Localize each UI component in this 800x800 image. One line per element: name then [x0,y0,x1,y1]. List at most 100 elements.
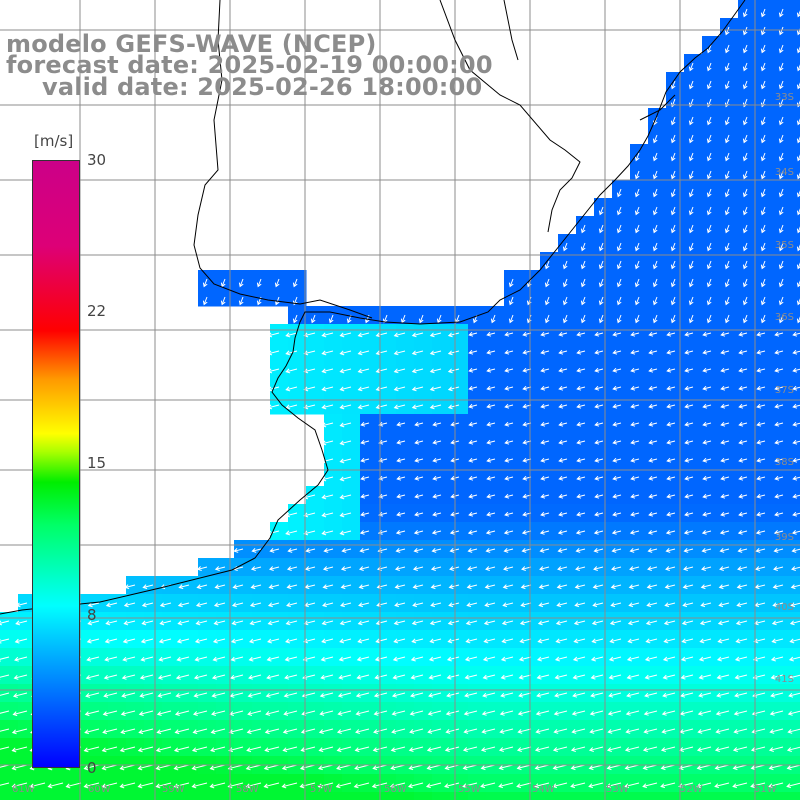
wind-speed-cell [288,342,307,361]
wind-arrow [504,349,514,355]
wind-arrow [742,62,748,72]
wind-speed-cell [306,630,325,649]
wind-arrow [486,421,496,427]
wind-speed-cell [702,558,721,577]
wind-speed-cell [108,684,127,703]
wind-arrow [447,386,460,392]
wind-arrow [137,746,154,753]
wind-arrow [284,656,298,662]
wind-speed-cell [180,702,199,721]
wind-speed-cell [324,324,343,343]
wind-arrow [447,620,460,626]
wind-arrow [504,331,514,337]
wind-speed-cell [684,720,703,739]
wind-arrow [445,710,460,716]
wind-speed-cell [612,648,631,667]
wind-arrow [760,278,766,288]
wind-speed-cell [630,684,649,703]
wind-speed-cell [792,558,800,577]
wind-arrow [706,242,712,252]
wind-arrow [517,710,532,716]
wind-speed-cell [378,774,397,793]
wind-arrow [576,439,586,445]
wind-speed-cell [558,666,577,685]
wind-arrow [102,728,118,735]
wind-arrow [340,566,352,571]
wind-speed-cell [630,558,649,577]
wind-arrow [249,638,262,644]
wind-arrow [287,548,298,553]
wind-speed-cell [432,594,451,613]
wind-speed-cell [558,594,577,613]
wind-arrow [339,458,352,464]
wind-arrow [395,548,406,553]
wind-arrow [652,224,658,234]
wind-arrow [339,422,352,428]
wind-arrow [742,8,748,18]
wind-speed-cell [144,774,163,793]
wind-speed-cell [576,684,595,703]
wind-speed-cell [594,432,613,451]
wind-arrow [500,656,514,662]
wind-speed-cell [180,738,199,757]
wind-speed-cell [540,432,559,451]
wind-arrow [575,566,586,571]
wind-speed-cell [648,666,667,685]
wind-speed-cell [324,630,343,649]
wind-arrow [652,314,658,324]
wind-speed-cell [594,522,613,541]
wind-arrow [65,782,82,789]
wind-speed-cell [720,666,739,685]
wind-speed-cell [702,684,721,703]
wind-arrow [630,511,640,517]
wind-speed-cell [216,594,235,613]
wind-arrow [738,439,748,445]
wind-speed-cell [630,432,649,451]
wind-arrow [303,386,316,392]
wind-arrow [540,493,550,499]
wind-arrow [360,421,370,427]
wind-arrow [737,548,748,553]
wind-arrow [666,349,676,355]
wind-arrow [481,710,496,716]
wind-speed-cell [720,414,739,433]
wind-speed-cell [702,774,721,793]
wind-speed-cell [36,792,55,800]
wind-speed-cell [306,648,325,667]
wind-arrow [772,584,784,590]
wind-arrow [29,782,46,789]
wind-arrow [285,368,298,374]
colorbar-tick-label: 8 [87,606,97,624]
wind-arrow [0,728,10,732]
wind-arrow [684,385,694,391]
wind-arrow [249,620,262,626]
wind-speed-cell [378,468,397,487]
wind-arrow [390,746,406,753]
wind-speed-cell [432,774,451,793]
wind-speed-cell [684,702,703,721]
wind-speed-cell [630,702,649,721]
wind-speed-cell [378,360,397,379]
wind-arrow [411,638,424,644]
wind-arrow [608,674,622,680]
wind-arrow [356,656,370,662]
wind-speed-cell [378,702,397,721]
wind-speed-cell [522,342,541,361]
wind-speed-cell [648,468,667,487]
wind-arrow [214,584,226,590]
wind-arrow [629,566,640,571]
wind-arrow [576,493,586,499]
wind-speed-cell [702,666,721,685]
wind-speed-cell [594,630,613,649]
wind-speed-cell [342,648,361,667]
wind-speed-cell [486,702,505,721]
wind-speed-cell [180,774,199,793]
wind-speed-cell [234,684,253,703]
wind-speed-cell [576,792,595,800]
wind-arrow [499,728,514,734]
wind-arrow [696,764,712,771]
wind-speed-cell [378,324,397,343]
wind-arrow [196,584,208,590]
wind-speed-cell [18,594,37,613]
wind-speed-cell [648,486,667,505]
